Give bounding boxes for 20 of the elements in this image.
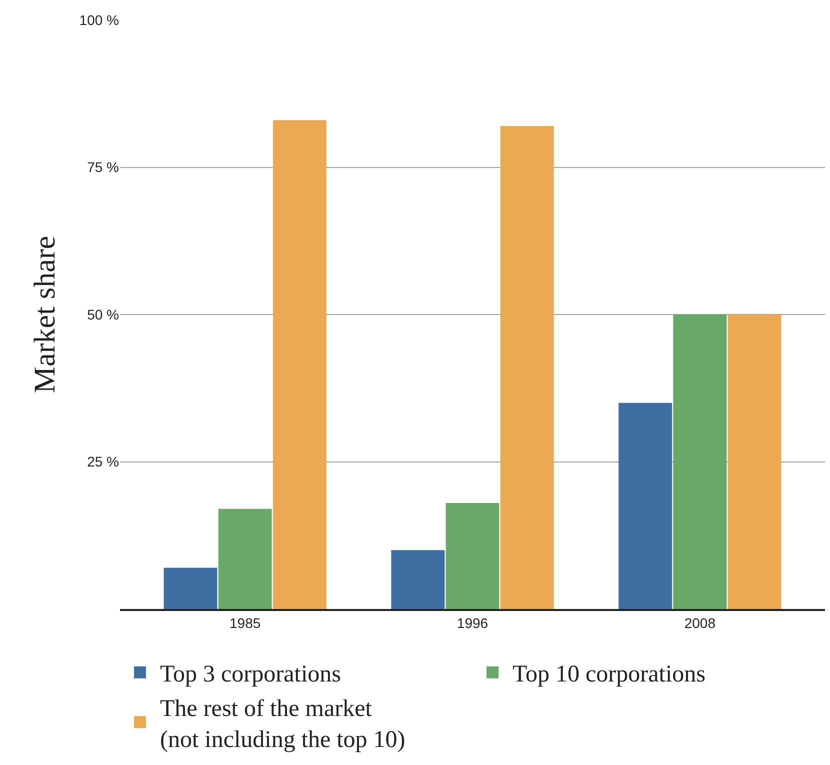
x-tick-label: 1985 [230,614,261,631]
y-tick-label: 100 % [79,12,119,28]
y-axis-title: Market share [28,236,62,394]
bar [272,120,326,609]
y-tick-label: 25 % [87,454,119,470]
bar [500,126,554,609]
bar [391,550,445,609]
legend-label: Top 3 corporations [160,662,341,688]
y-tick-label: 50 % [87,306,119,322]
y-tick-label: 75 % [87,159,119,176]
legend-label: Top 10 corporations [512,662,706,688]
bar [673,314,727,609]
bar [618,402,672,609]
x-tick-label: 2008 [684,614,716,631]
bar [728,314,782,609]
bar [218,508,272,609]
x-tick-label: 1996 [456,614,488,631]
legend-label: The rest of the market (not including the top 10) [160,696,406,754]
bar [164,568,218,609]
bar [446,502,500,609]
